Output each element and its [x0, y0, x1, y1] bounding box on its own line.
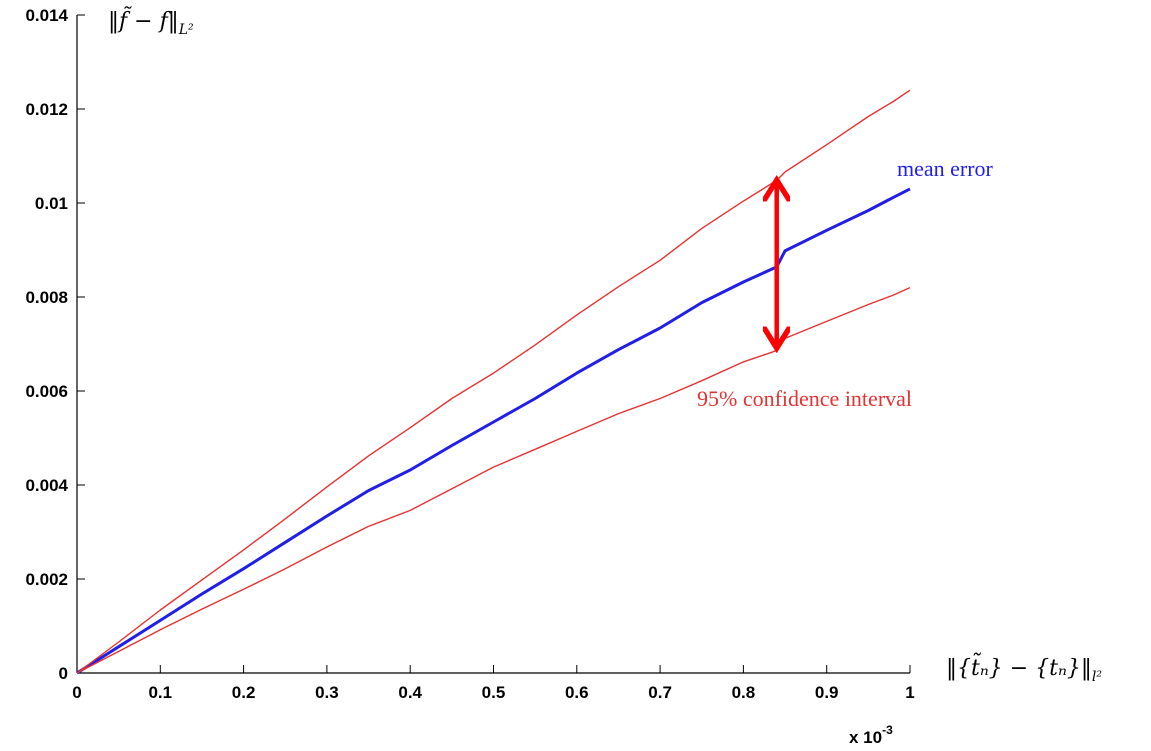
- y-tick-label: 0.012: [25, 100, 68, 119]
- x-multiplier-exponent: -3: [882, 723, 893, 737]
- x-axis-label-sub: l²: [1092, 669, 1102, 685]
- y-tick-label: 0.002: [25, 570, 68, 589]
- x-tick-label: 0: [72, 683, 81, 702]
- y-axis-label: ‖f̃ − f‖L²: [108, 7, 194, 38]
- x-tick-label: 0.5: [482, 683, 506, 702]
- y-tick-label: 0: [59, 664, 68, 683]
- series-layer: [76, 89, 911, 675]
- y-axis-label-main: ‖f̃ − f‖: [108, 7, 179, 34]
- x-tick-label: 0.4: [398, 683, 422, 702]
- y-ticks: 0 0.002 0.004 0.006 0.008 0.01 0.012 0.014: [25, 6, 85, 683]
- y-axis-label-sub: L²: [178, 22, 194, 38]
- x-axis-label-main: ‖{t̃ₙ} − {tₙ}‖: [946, 651, 1092, 681]
- x-multiplier: x 10-3: [849, 723, 893, 747]
- confidence-interval-label: 95% confidence interval: [697, 386, 912, 411]
- series-line-lower-ci: [76, 286, 911, 674]
- x-tick-label: 0.3: [315, 683, 339, 702]
- y-tick-label: 0.006: [25, 382, 68, 401]
- x-axis-label: ‖{t̃ₙ} − {tₙ}‖l²: [946, 651, 1102, 685]
- y-tick-label: 0.01: [35, 194, 68, 213]
- x-tick-label: 0.1: [148, 683, 172, 702]
- x-tick-label: 1: [905, 683, 914, 702]
- x-tick-label: 0.7: [648, 683, 672, 702]
- mean-error-label: mean error: [897, 156, 994, 181]
- x-ticks: 0 0.1 0.2 0.3 0.4 0.5 0.6 0.7 0.8 0.9 1: [72, 665, 915, 702]
- x-tick-label: 0.6: [565, 683, 589, 702]
- y-tick-label: 0.008: [25, 288, 68, 307]
- x-tick-label: 0.2: [232, 683, 256, 702]
- series-line-mean-error: [76, 187, 911, 675]
- series-line-upper-ci: [76, 89, 911, 674]
- x-tick-label: 0.8: [732, 683, 756, 702]
- x-multiplier-base: x 10: [849, 728, 882, 747]
- x-tick-label: 0.9: [815, 683, 839, 702]
- y-tick-label: 0.014: [25, 6, 68, 25]
- y-tick-label: 0.004: [25, 476, 68, 495]
